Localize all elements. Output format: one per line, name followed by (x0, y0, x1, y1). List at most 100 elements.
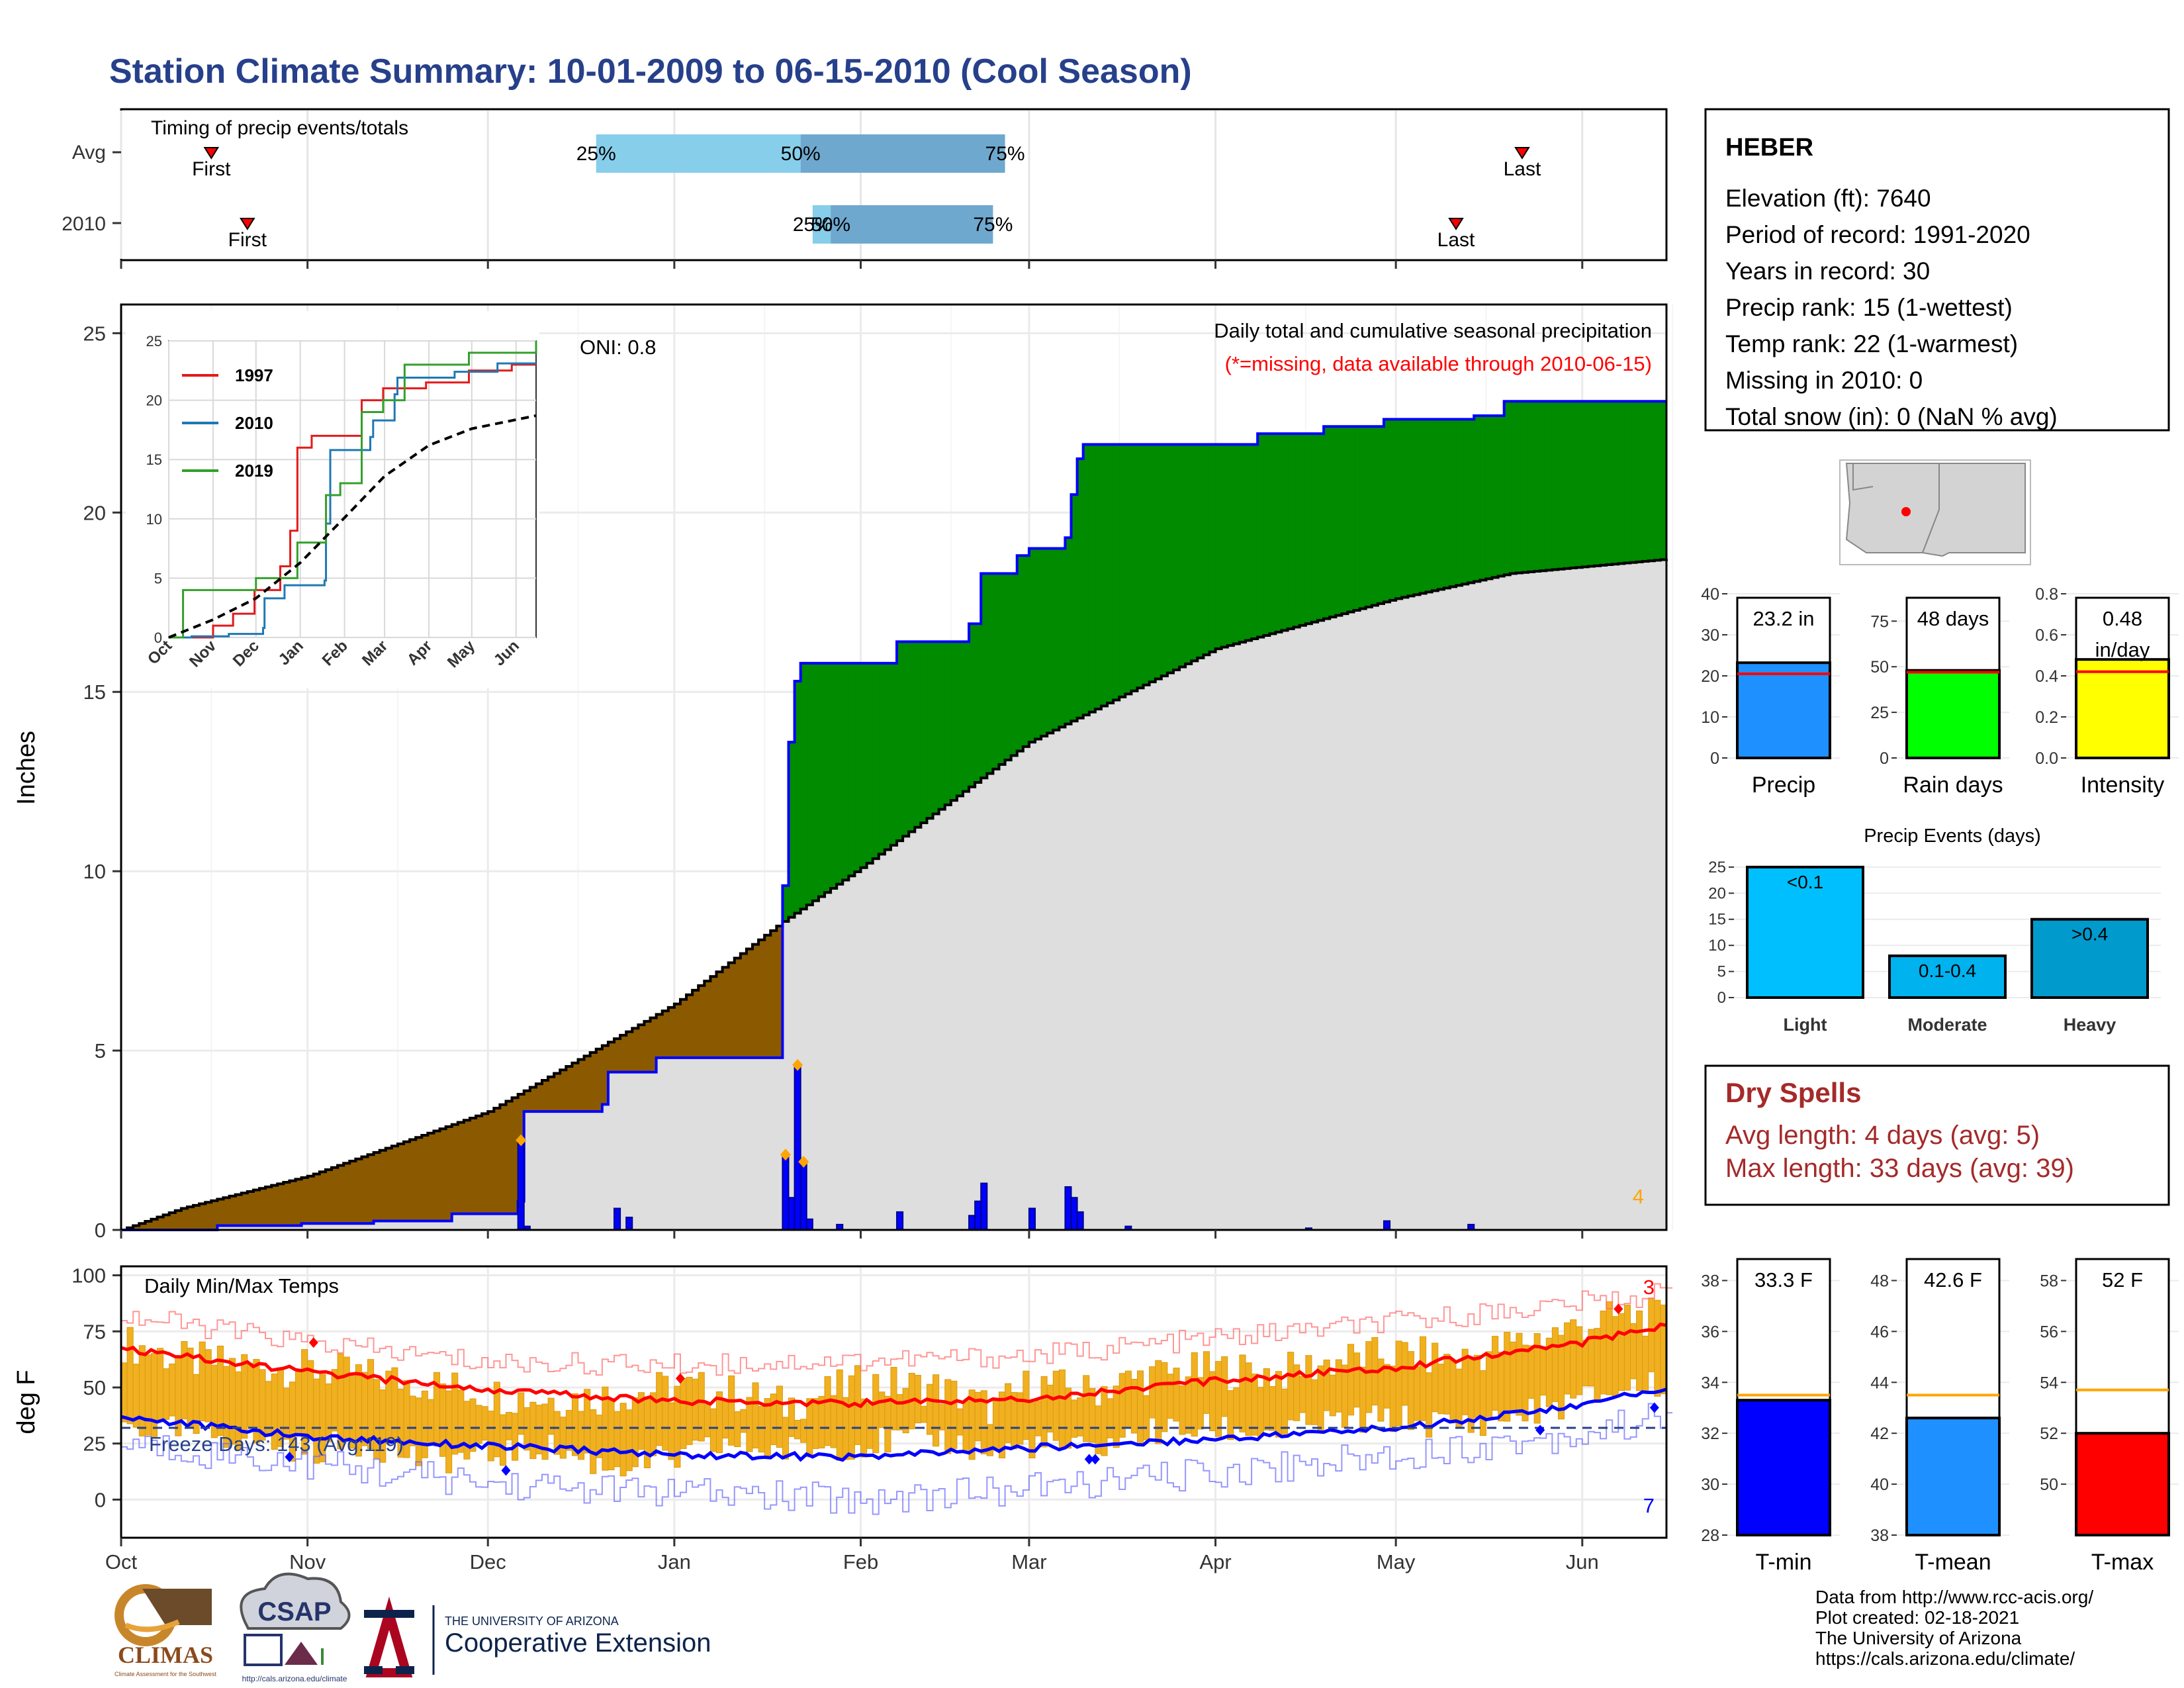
events-ytick-label: 15 (1708, 911, 1726, 929)
summary-ytick-label: 0 (1710, 749, 1719, 768)
timing-last-marker (1514, 147, 1530, 160)
summary-ytick-label: 0.2 (2035, 708, 2058, 727)
summary-bar (1736, 661, 1831, 759)
summary-bar-chart-t-min: 28 30 32 34 36 38 33.3 F T-min (1701, 1255, 1840, 1575)
summary-ytick-label: 38 (1870, 1526, 1889, 1545)
events-ytick-label: 10 (1708, 937, 1726, 955)
daily-precip-bar (805, 1218, 813, 1231)
summary-ytick-label: 50 (1870, 658, 1889, 677)
record-min-temp-line (121, 1403, 1673, 1515)
inset-series-line-2019 (169, 341, 537, 639)
station-info-line: Precip rank: 15 (1-wettest) (1725, 294, 2013, 321)
station-info-line: Temp rank: 22 (1-warmest) (1725, 330, 2018, 357)
dry-spells-box: Dry Spells Avg length: 4 days (avg: 5) M… (1704, 1064, 2170, 1206)
timing-p50-label: 50% (781, 143, 821, 165)
inset-ytick-label: 10 (146, 511, 162, 528)
summary-value-unit: in/day (2095, 638, 2150, 661)
summary-ytick-label: 52 (2040, 1425, 2058, 1443)
avg-max-temp-line (120, 1322, 1667, 1409)
inset-ytick-label: 0 (154, 630, 162, 646)
timing-p25-label: 25% (793, 214, 833, 236)
station-info-line: Missing in 2010: 0 (1725, 367, 1923, 394)
summary-ytick-label: 46 (1870, 1323, 1889, 1341)
record-low-marker (285, 1452, 295, 1463)
climas-logo-text: CLIMAS (118, 1642, 213, 1668)
credits: Data from http://www.rcc-acis.org/ Plot … (1815, 1587, 2093, 1669)
temp-ylabel: deg F (13, 1370, 40, 1434)
temp-ytick-label: 50 (83, 1376, 106, 1399)
summary-ytick-label: 0.8 (2035, 585, 2058, 604)
summary-category-label: T-min (1756, 1550, 1812, 1575)
station-info-box: HEBER Elevation (ft): 7640 Period of reco… (1704, 108, 2170, 432)
timing-row-label-avg: Avg (72, 142, 106, 164)
timing-last-label: Last (1437, 229, 1475, 251)
temp-count-max: 3 (1643, 1276, 1655, 1299)
summary-value-label: 52 F (2102, 1268, 2143, 1291)
temp-panel: 0 25 50 75 100 deg F Daily Min/Max Temps Fre… (13, 1264, 1673, 1539)
events-ytick-label: 5 (1717, 963, 1726, 981)
station-info-line: Total snow (in): 0 (NaN % avg) (1725, 403, 2058, 430)
cumulative-2010-line (121, 400, 1666, 1231)
events-ytick-label: 0 (1717, 989, 1726, 1007)
daily-precip-bar (517, 1139, 525, 1231)
summary-bar-chart-precip-total: 0 10 20 30 40 23.2 in Precip (1701, 585, 1840, 798)
avg-cumulative-area (121, 559, 1666, 1230)
station-name: HEBER (1725, 134, 1813, 162)
summary-ytick-label: 34 (1701, 1374, 1719, 1392)
summary-category-label: T-mean (1915, 1550, 1991, 1575)
daily-record-marker (780, 1149, 791, 1161)
summary-ytick-label: 0.0 (2035, 749, 2058, 768)
inset-ytick-label: 5 (154, 570, 162, 586)
summary-ytick-label: 0.6 (2035, 626, 2058, 645)
precip-ytick-label: 20 (83, 501, 106, 524)
daily-precip-bar (1076, 1211, 1084, 1231)
summary-bar (2075, 1432, 2170, 1537)
page-title: Station Climate Summary: 10-01-2009 to 0… (109, 52, 1192, 91)
inset-series-line-1997 (169, 363, 536, 639)
inset-legend-label: 2019 (235, 461, 273, 481)
events-bar (1888, 954, 2007, 1000)
timing-p25-label: 25% (576, 143, 616, 165)
inset-frame (168, 340, 537, 638)
daily-record-marker (792, 1058, 803, 1071)
summary-bar-chart-t-mean: 38 40 42 44 46 48 42.6 F T-mean (1870, 1255, 2009, 1575)
summary-ytick-label: 25 (1870, 704, 1889, 722)
summary-ytick-label: 50 (2040, 1476, 2058, 1494)
events-category-label: Heavy (2064, 1015, 2116, 1035)
timing-p75-label: 75% (985, 143, 1025, 165)
record-low-marker (501, 1465, 511, 1476)
summary-bar (1736, 1399, 1831, 1537)
climas-logo: CLIMAS Climate Assessment for the Southw… (114, 1584, 217, 1677)
month-tick-label: Feb (843, 1550, 878, 1573)
timing-last-marker (1448, 218, 1464, 230)
daily-precip-bar (980, 1182, 988, 1231)
timing-first-marker (239, 218, 255, 230)
timing-panel: Timing of precip events/totals Avg 2010 … (62, 108, 1668, 269)
inset-legend-label: 2010 (235, 413, 273, 433)
station-location-marker (1901, 507, 1911, 516)
ua-logo: THE UNIVERSITY OF ARIZONA Cooperative Ex… (364, 1596, 711, 1677)
temp-ytick-label: 100 (71, 1264, 106, 1288)
csap-logo: CSAP http://cals.arizona.edu/climate (240, 1572, 351, 1683)
summary-ytick-label: 58 (2040, 1272, 2058, 1290)
summary-value-label: 23.2 in (1752, 607, 1814, 630)
record-low-marker (1535, 1425, 1545, 1436)
summary-ytick-label: 40 (1870, 1476, 1889, 1494)
timing-bar-q1 (596, 134, 801, 173)
daily-precip-bar (974, 1200, 982, 1231)
month-tick-label: Oct (105, 1550, 138, 1573)
summary-ytick-label: 48 (1870, 1272, 1889, 1290)
events-bar-label: <0.1 (1787, 872, 1823, 892)
station-info-line: Elevation (ft): 7640 (1725, 185, 1931, 212)
credit-line: Data from http://www.rcc-acis.org/ (1815, 1587, 2093, 1607)
summary-value-label: 0.48 (2103, 607, 2142, 630)
ua-small-text: THE UNIVERSITY OF ARIZONA (445, 1615, 619, 1628)
precip-ylabel: Inches (13, 731, 40, 805)
daily-precip-bar (968, 1215, 976, 1231)
month-tick-label: Jun (1566, 1550, 1599, 1573)
month-tick-label: May (1377, 1550, 1416, 1573)
daily-precip-bar (896, 1211, 904, 1231)
summary-ytick-label: 54 (2040, 1374, 2058, 1392)
precip-events-chart: Precip Events (days) 0 5 10 15 20 25 <0.1 Light… (1706, 820, 2169, 1038)
